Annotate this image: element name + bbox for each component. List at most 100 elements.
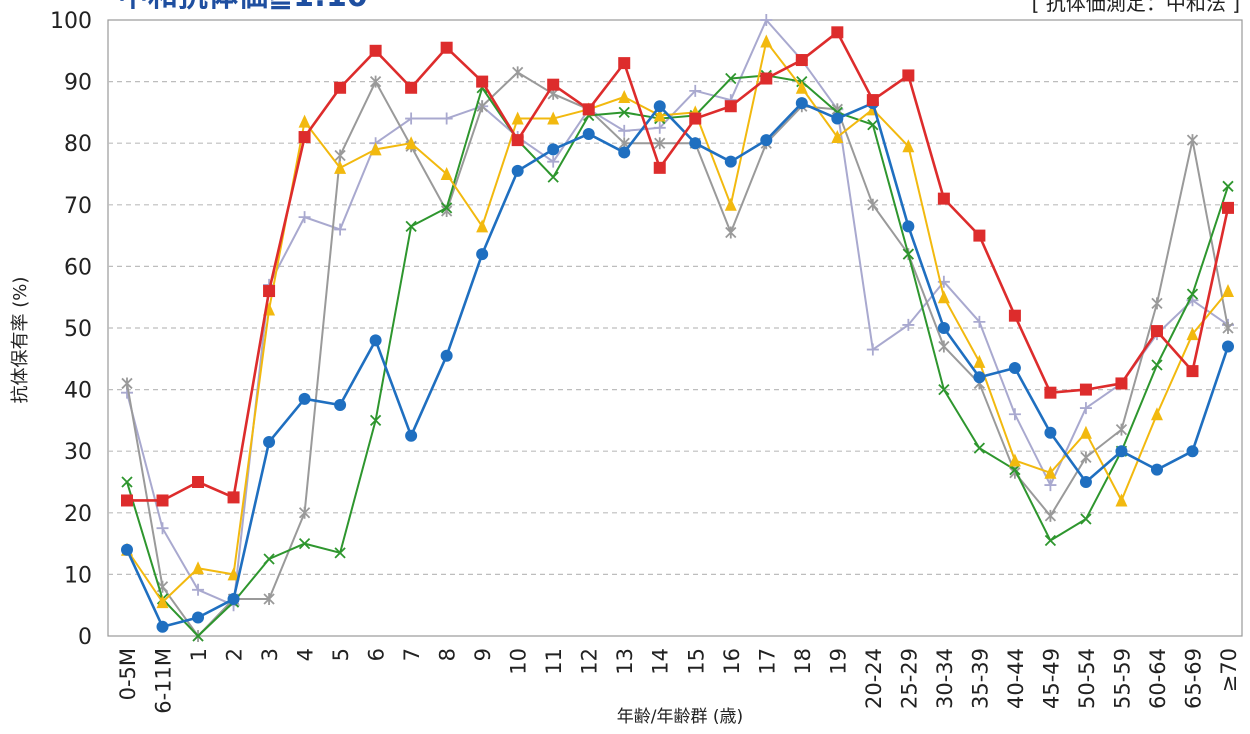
marker: [582, 103, 595, 116]
x-tick-label: 45-49: [1039, 648, 1063, 709]
marker: [441, 202, 453, 214]
marker: [369, 414, 382, 427]
marker: [227, 567, 240, 581]
x-tick-label: 8: [436, 648, 460, 661]
marker: [334, 149, 346, 162]
marker: [156, 494, 169, 507]
marker: [511, 111, 524, 125]
x-tick-label: 40-44: [1004, 648, 1028, 709]
marker: [512, 66, 524, 79]
marker: [689, 112, 702, 125]
marker: [831, 112, 844, 125]
marker: [724, 100, 737, 113]
x-tick-label: 35-39: [968, 648, 992, 709]
marker: [1044, 509, 1057, 522]
x-tick-label: 11: [542, 648, 566, 675]
marker: [725, 72, 737, 85]
marker: [156, 522, 169, 535]
marker: [1222, 201, 1234, 214]
marker: [334, 547, 346, 559]
marker: [1150, 325, 1163, 338]
marker: [618, 124, 631, 137]
y-tick-label: 40: [64, 379, 92, 404]
marker: [192, 611, 205, 624]
x-tick-label: 50-54: [1075, 648, 1099, 709]
series-line: [126, 19, 1229, 607]
marker: [298, 506, 311, 519]
marker: [369, 334, 382, 347]
marker: [973, 354, 986, 368]
marker: [263, 553, 275, 565]
x-tick-label: 4: [294, 648, 318, 661]
marker: [1222, 180, 1234, 192]
marker: [973, 315, 986, 328]
marker: [476, 100, 488, 113]
x-tick-label: 20-24: [862, 648, 886, 709]
marker: [973, 371, 986, 384]
marker: [973, 442, 986, 454]
series-line: [126, 71, 1229, 637]
marker: [902, 318, 915, 331]
marker: [795, 54, 808, 67]
y-tick-label: 0: [78, 625, 92, 650]
marker: [902, 139, 915, 153]
marker: [1186, 445, 1199, 458]
marker: [405, 112, 418, 125]
marker: [866, 343, 879, 356]
marker: [369, 44, 382, 57]
y-axis-label: 抗体保有率 (%): [10, 277, 31, 404]
marker: [369, 142, 382, 156]
marker: [1151, 297, 1163, 310]
x-tick-label: 5: [329, 648, 353, 661]
marker: [440, 167, 453, 180]
x-tick-label: 6: [365, 648, 389, 661]
x-tick-label: 14: [649, 648, 673, 675]
marker: [405, 81, 418, 94]
marker: [1222, 340, 1234, 353]
marker: [795, 97, 808, 110]
marker: [724, 197, 737, 211]
y-tick-label: 20: [64, 502, 92, 527]
x-tick-label: 12: [578, 648, 602, 675]
marker: [547, 155, 560, 168]
x-axis-label: 年齢/年齢群 (歳): [617, 707, 743, 727]
marker: [511, 134, 524, 147]
marker: [1079, 425, 1092, 439]
marker: [405, 220, 417, 232]
marker: [1079, 383, 1092, 396]
marker: [618, 146, 631, 159]
marker: [618, 57, 631, 70]
marker: [1008, 408, 1021, 421]
marker: [1044, 426, 1057, 439]
marker: [263, 593, 275, 606]
chart-subtitle: [ 抗体価測定：中和法 ]: [1032, 0, 1240, 15]
marker: [973, 229, 986, 242]
marker: [760, 72, 773, 85]
marker: [192, 583, 205, 596]
marker: [334, 160, 347, 174]
series-line: [125, 101, 1230, 629]
marker: [689, 137, 702, 150]
marker: [653, 108, 666, 122]
marker: [902, 220, 915, 233]
marker: [1079, 402, 1092, 415]
y-tick-label: 30: [64, 440, 92, 465]
marker: [263, 285, 276, 298]
x-tick-label: 7: [400, 648, 424, 661]
x-tick-label: 65-69: [1181, 648, 1205, 709]
marker: [1115, 377, 1128, 390]
marker: [1008, 453, 1021, 467]
marker: [547, 143, 560, 156]
marker: [263, 435, 276, 448]
marker: [653, 161, 666, 174]
marker: [476, 248, 489, 261]
marker: [227, 491, 240, 504]
marker: [405, 136, 418, 150]
marker: [547, 171, 559, 183]
marker: [1186, 365, 1199, 378]
marker: [192, 476, 205, 488]
marker: [831, 130, 844, 144]
marker: [1222, 284, 1234, 298]
marker: [1080, 451, 1092, 464]
